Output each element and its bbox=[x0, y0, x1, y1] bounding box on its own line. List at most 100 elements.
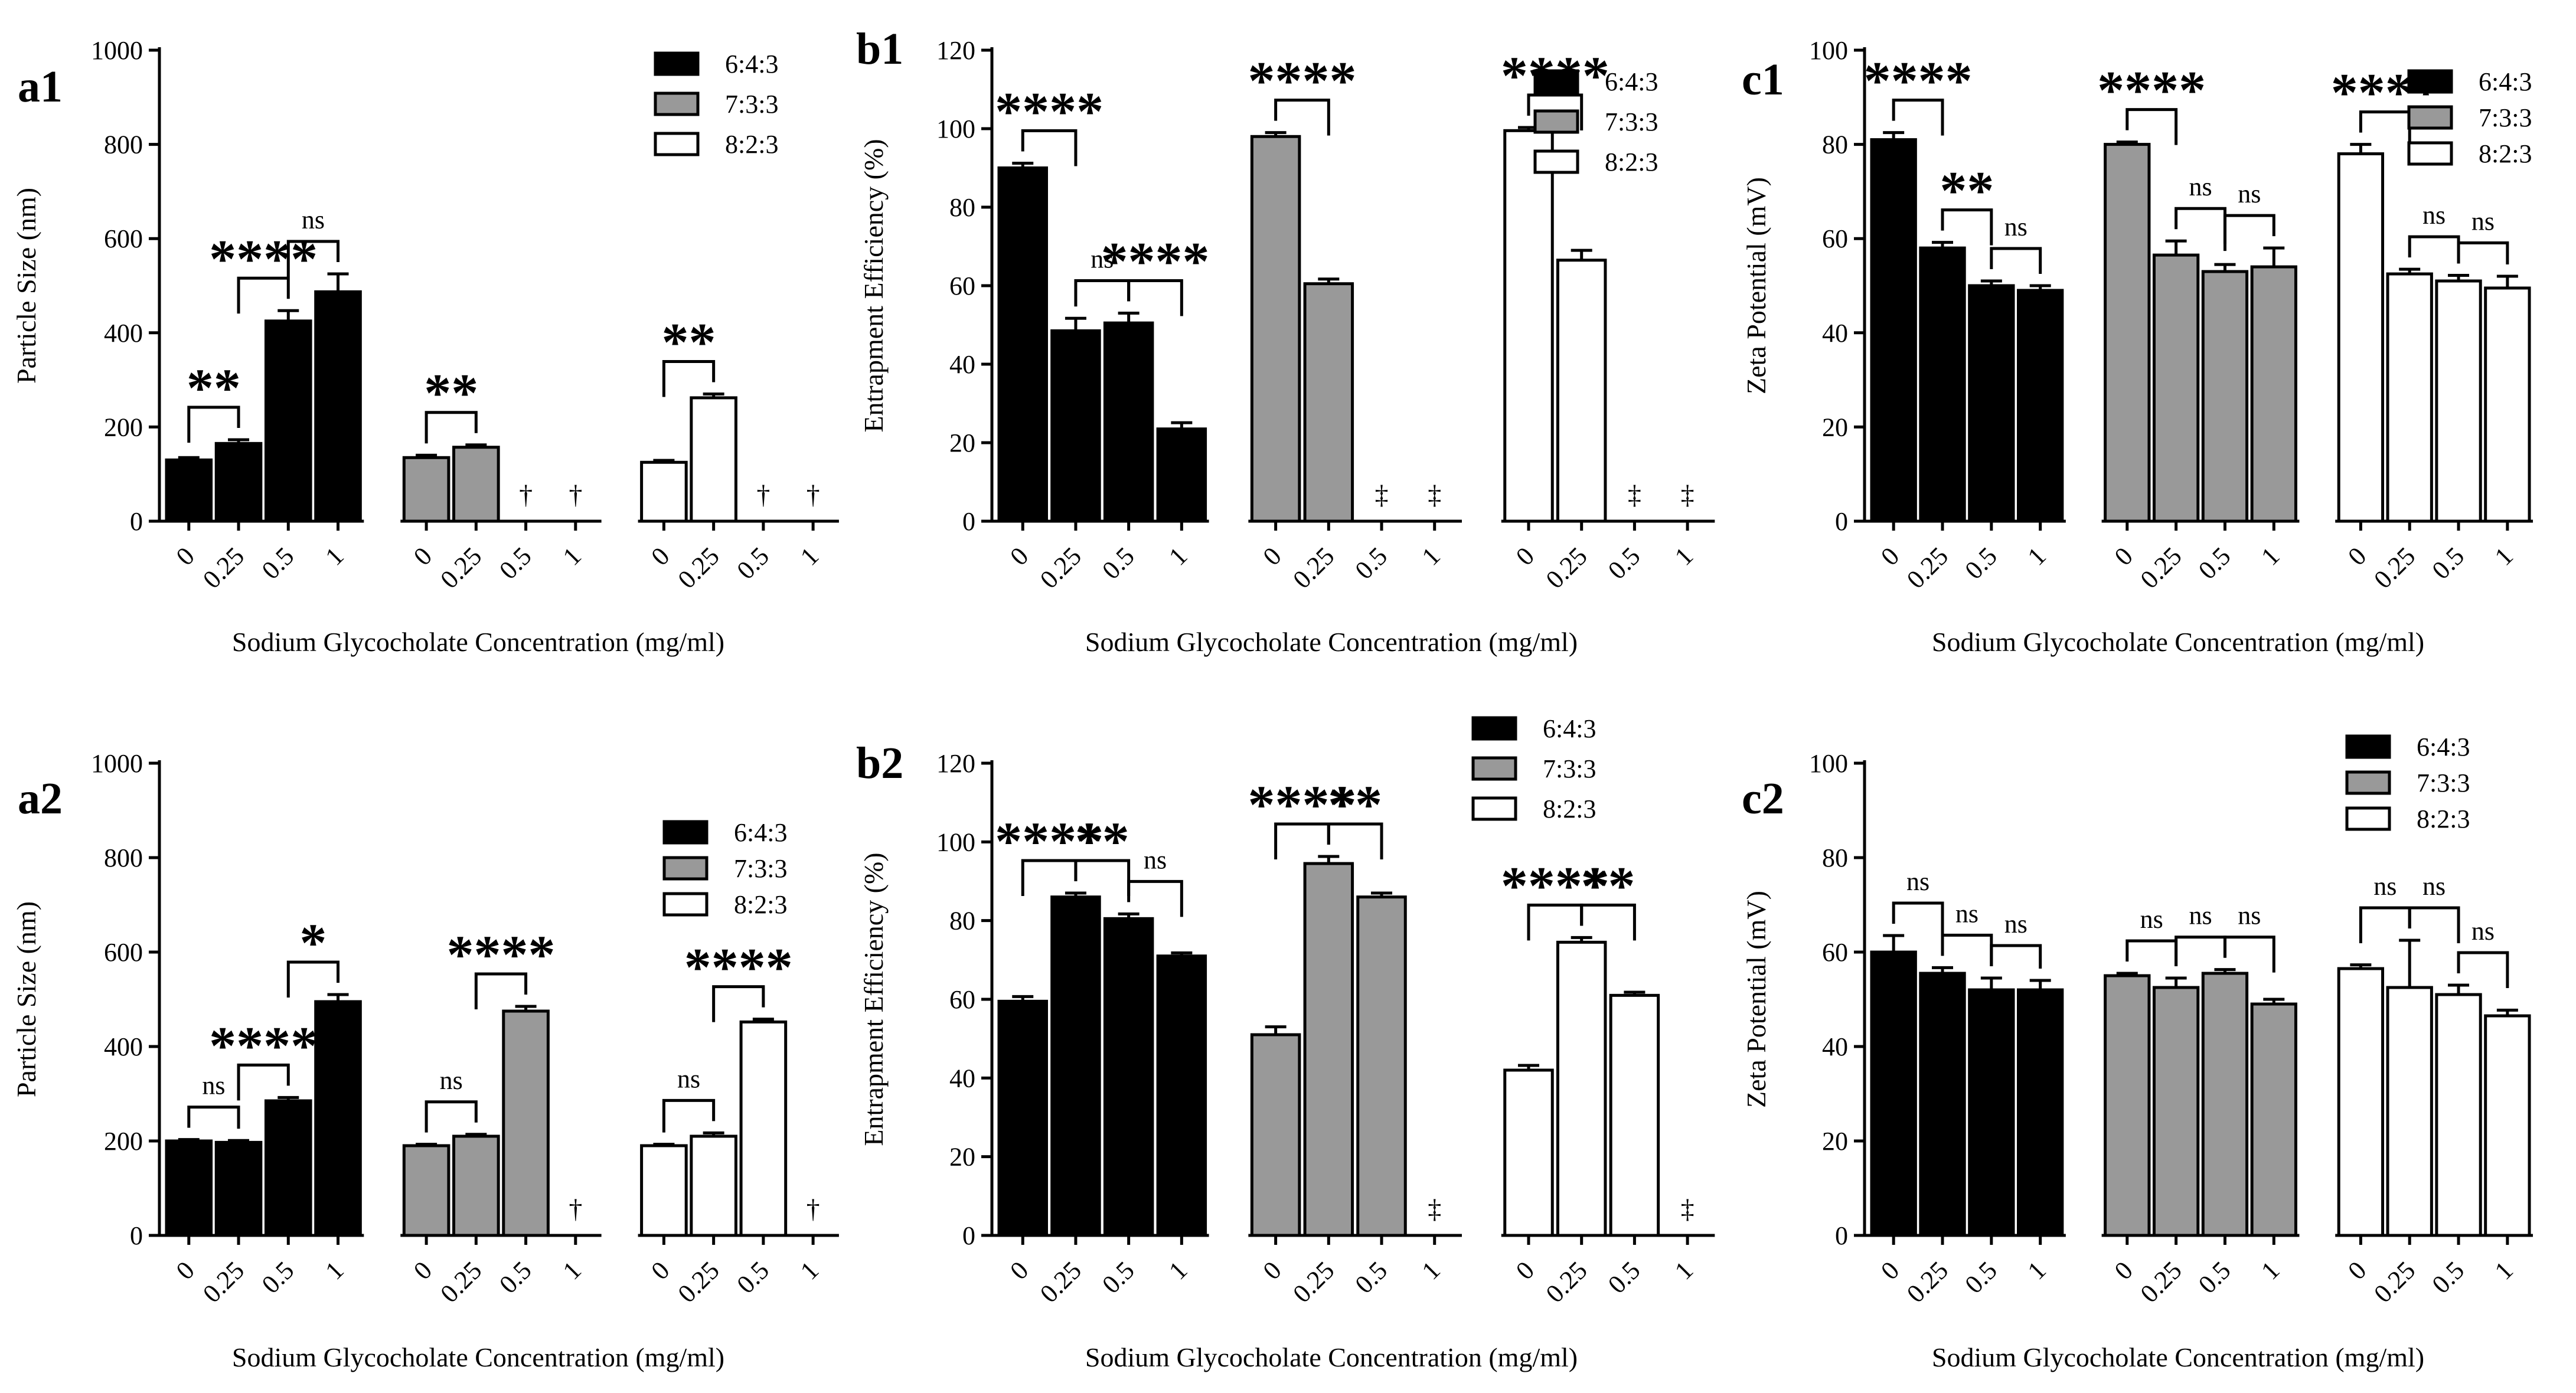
bar bbox=[997, 999, 1048, 1237]
x-tick-label: 0.25 bbox=[1287, 1255, 1340, 1308]
bar bbox=[1250, 1033, 1301, 1237]
x-tick-label: 1 bbox=[2022, 1255, 2052, 1285]
bar bbox=[640, 460, 688, 523]
not-measured-marker: ‡ bbox=[1681, 479, 1695, 509]
y-tick-label: 800 bbox=[104, 843, 143, 872]
bar bbox=[314, 1000, 362, 1237]
significance-label: ns bbox=[2422, 872, 2446, 901]
significance-label: **** bbox=[1248, 51, 1356, 111]
x-tick-label: 0.25 bbox=[1034, 541, 1087, 594]
bar bbox=[2484, 286, 2531, 523]
x-tick-label: 0 bbox=[1004, 541, 1034, 571]
x-tick-label: 0.5 bbox=[1959, 541, 2003, 585]
x-tick-label: 0 bbox=[2342, 541, 2372, 571]
significance-bracket bbox=[1327, 822, 1383, 859]
bar bbox=[165, 1139, 213, 1237]
significance-bracket bbox=[1892, 99, 1944, 136]
x-tick-label: 1 bbox=[1163, 1255, 1193, 1285]
x-tick-label: 1 bbox=[795, 1255, 824, 1285]
y-axis-title: Entrapment Efficiency (%) bbox=[858, 139, 889, 432]
significance-bracket bbox=[1990, 247, 2042, 274]
bar bbox=[402, 456, 450, 523]
x-tick-label: 1 bbox=[1669, 541, 1699, 571]
legend-label: 6:4:3 bbox=[734, 818, 787, 847]
x-tick-label: 1 bbox=[1416, 1255, 1446, 1285]
y-axis-title: Zeta Potential (mV) bbox=[1741, 891, 1771, 1108]
y-axis-title: Particle Size (nm) bbox=[11, 901, 41, 1097]
x-tick-label: 1 bbox=[1669, 1255, 1699, 1285]
bar bbox=[739, 1020, 788, 1237]
x-tick-label: 0 bbox=[1257, 541, 1287, 571]
y-tick-label: 60 bbox=[949, 985, 975, 1014]
x-tick-label: 0.5 bbox=[256, 541, 300, 585]
not-measured-marker: † bbox=[807, 479, 820, 509]
x-tick-label: 0.25 bbox=[1901, 1255, 1954, 1308]
x-axis-title: Sodium Glycocholate Concentration (mg/ml… bbox=[1085, 1342, 1578, 1372]
significance-bracket bbox=[2457, 241, 2509, 265]
legend-label: 6:4:3 bbox=[2417, 733, 2470, 761]
legend-swatch bbox=[2407, 141, 2453, 166]
bar bbox=[264, 319, 312, 523]
significance-bracket bbox=[187, 1106, 240, 1129]
significance-bracket bbox=[2175, 936, 2226, 966]
x-tick-label: 0.25 bbox=[2135, 541, 2188, 594]
y-tick-label: 200 bbox=[104, 1127, 143, 1156]
x-tick-label: 0.5 bbox=[1602, 1255, 1646, 1299]
not-measured-marker: ‡ bbox=[1628, 479, 1641, 509]
legend-swatch bbox=[654, 51, 700, 76]
significance-label: **** bbox=[209, 228, 318, 289]
legend-swatch bbox=[2407, 69, 2453, 94]
bar bbox=[2017, 289, 2064, 523]
y-tick-label: 20 bbox=[1822, 1127, 1848, 1156]
panel-label: a2 bbox=[18, 774, 63, 823]
y-tick-label: 400 bbox=[104, 319, 143, 348]
y-tick-label: 600 bbox=[104, 938, 143, 967]
significance-label: **** bbox=[2097, 60, 2206, 120]
bar bbox=[1968, 284, 2015, 523]
bar bbox=[2386, 272, 2433, 523]
bar bbox=[165, 458, 213, 523]
bar bbox=[1050, 895, 1101, 1237]
x-tick-label: 0 bbox=[2109, 1255, 2138, 1285]
legend-label: 8:2:3 bbox=[2479, 139, 2532, 168]
bar bbox=[1156, 954, 1207, 1237]
significance-label: ** bbox=[1075, 811, 1129, 871]
legend-label: 6:4:3 bbox=[2479, 67, 2532, 96]
bar bbox=[997, 166, 1048, 523]
y-axis-title: Particle Size (nm) bbox=[11, 188, 41, 384]
y-tick-label: 40 bbox=[949, 1064, 975, 1093]
bar bbox=[1870, 138, 1917, 523]
bar bbox=[214, 442, 263, 523]
x-tick-label: 0.25 bbox=[435, 1255, 487, 1308]
significance-bracket bbox=[286, 240, 340, 277]
x-tick-label: 0.5 bbox=[1602, 541, 1646, 585]
x-tick-label: 1 bbox=[2022, 541, 2052, 571]
x-tick-label: 0 bbox=[1875, 1255, 1905, 1285]
bar bbox=[1870, 950, 1917, 1237]
x-tick-label: 0 bbox=[171, 541, 200, 571]
x-tick-label: 0.25 bbox=[2368, 541, 2421, 594]
legend-swatch bbox=[1471, 716, 1517, 741]
significance-label: ns bbox=[2189, 901, 2212, 930]
not-measured-marker: † bbox=[569, 479, 582, 509]
y-tick-label: 80 bbox=[1822, 130, 1848, 159]
x-tick-label: 0.5 bbox=[1350, 1255, 1393, 1299]
significance-bracket bbox=[187, 406, 240, 443]
legend-label: 7:3:3 bbox=[2417, 769, 2470, 797]
y-tick-label: 80 bbox=[949, 907, 975, 936]
bar bbox=[640, 1144, 688, 1237]
x-tick-label: 0 bbox=[408, 1255, 438, 1285]
x-tick-label: 0.25 bbox=[1901, 541, 1954, 594]
x-tick-label: 0.5 bbox=[1959, 1255, 2003, 1299]
significance-bracket bbox=[2408, 235, 2460, 264]
significance-bracket bbox=[2408, 906, 2460, 943]
x-tick-label: 0.25 bbox=[1287, 541, 1340, 594]
y-tick-label: 0 bbox=[962, 1221, 975, 1250]
significance-label: **** bbox=[684, 937, 793, 998]
y-tick-label: 100 bbox=[1809, 749, 1848, 778]
bar bbox=[1050, 329, 1101, 523]
x-tick-label: 0 bbox=[1510, 1255, 1540, 1285]
y-tick-label: 60 bbox=[1822, 224, 1848, 253]
